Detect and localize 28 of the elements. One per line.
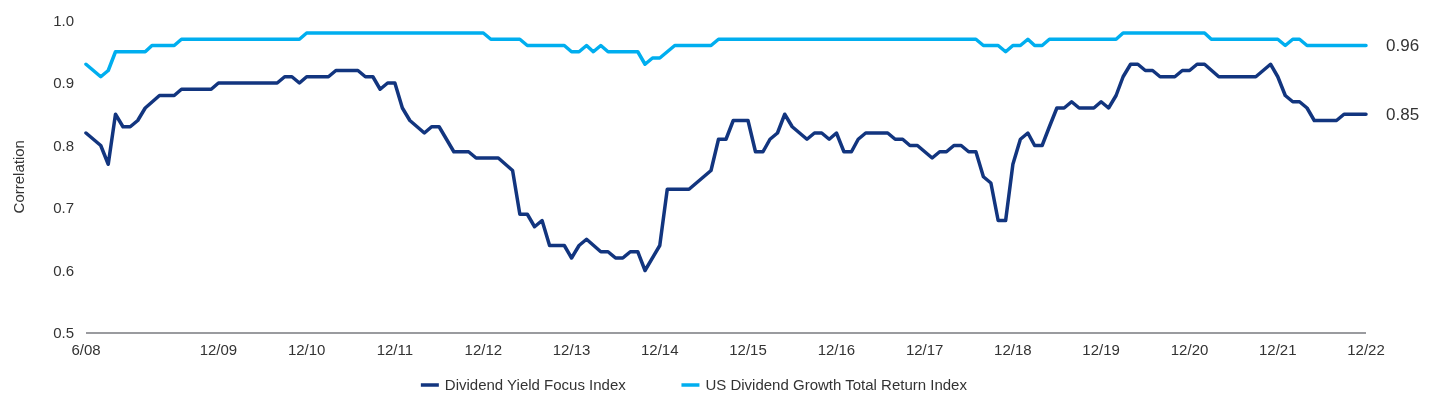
x-tick-label: 12/20 [1170,341,1209,358]
x-tick-label: 6/08 [71,341,101,358]
x-tick-label: 12/18 [994,341,1032,358]
line-series [84,31,1368,79]
y-tick-label: 0.6 [53,261,74,279]
x-tick-label: 12/14 [641,341,679,358]
x-tick-label: 12/19 [1082,341,1120,358]
y-tick-label: 0.7 [53,199,74,217]
y-tick-label: 0.8 [53,136,74,154]
annotation: 0.85 [1386,105,1420,125]
y-axis-title: Correlation [10,140,27,214]
x-tick-label: 12/11 [376,341,414,358]
x-tick-label: 12/17 [905,341,944,358]
y-tick-label: 0.9 [53,74,74,92]
x-tick-label: 12/21 [1259,341,1297,358]
y-tick-label: 1.0 [53,11,74,29]
line-series [84,62,1368,273]
x-tick-label: 12/10 [287,341,326,358]
x-tick-label: 12/15 [729,341,767,358]
y-tick-label: 0.5 [53,324,74,342]
x-tick-label: 12/13 [552,341,591,358]
x-tick-label: 12/22 [1347,341,1385,358]
legend-label: US Dividend Growth Total Return Index [705,376,968,394]
x-tick-label: 12/16 [817,341,856,358]
annotation: 0.96 [1386,36,1420,56]
legend-label: Dividend Yield Focus Index [444,376,627,394]
x-tick-label: 12/12 [464,341,503,358]
x-tick-label: 12/09 [199,341,238,358]
